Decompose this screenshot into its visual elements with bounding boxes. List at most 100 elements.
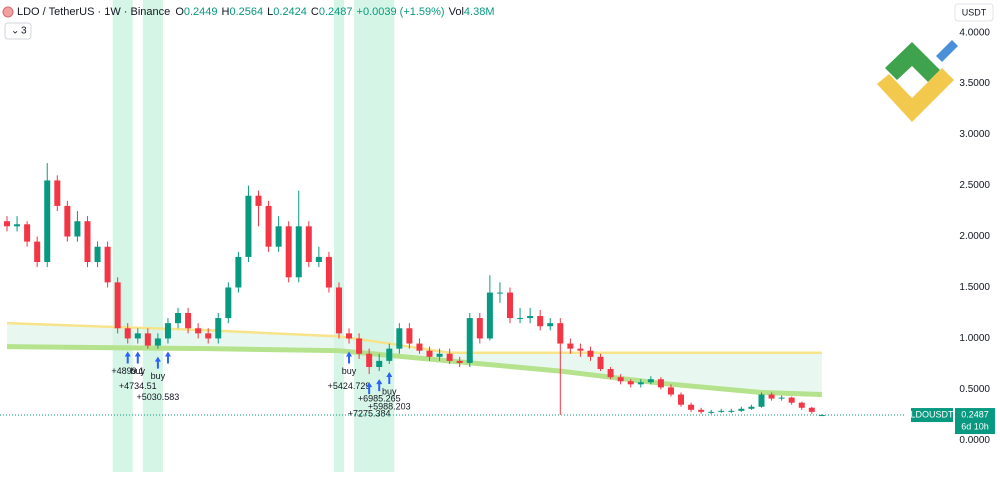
candle-body — [315, 256, 322, 262]
candle-body — [64, 205, 71, 237]
signal-amount: +6985.265 — [358, 393, 401, 403]
candle-body — [456, 360, 463, 363]
signal-amount: +5030.583 — [137, 392, 180, 402]
currency: USDT — [962, 7, 987, 17]
candle-body — [134, 333, 141, 339]
candle-body — [366, 353, 373, 367]
indicator-count: 3 — [21, 26, 27, 37]
overlay-line — [6, 344, 822, 398]
overlay-line — [6, 321, 822, 354]
ohlc-key: O — [175, 6, 184, 18]
candle-body — [698, 409, 705, 412]
candle-body — [114, 282, 121, 329]
candle-body — [416, 343, 423, 351]
candle-body — [4, 221, 10, 227]
candle-body — [657, 379, 664, 388]
price-box — [955, 408, 995, 435]
candle-body — [325, 256, 332, 288]
candle-body — [486, 292, 493, 339]
buy-arrow — [366, 382, 373, 395]
currency-button[interactable] — [954, 3, 994, 22]
candle-body — [235, 256, 242, 288]
ticker-box — [911, 408, 953, 423]
candle-body — [406, 328, 413, 344]
candle-body — [667, 387, 674, 395]
candle-body — [808, 407, 815, 412]
candles — [4, 163, 825, 417]
candle-body — [386, 348, 393, 361]
candle-body — [436, 353, 443, 357]
candle-body — [14, 224, 21, 227]
y-tick-label: 3.0000 — [959, 129, 990, 140]
candle-body — [647, 379, 654, 383]
y-tick-label: 4.0000 — [959, 27, 990, 38]
candle-body — [788, 397, 795, 403]
candle-body — [255, 195, 262, 206]
signal-label: buy — [382, 386, 397, 396]
candle-body — [305, 226, 312, 262]
buy-arrow — [376, 379, 383, 392]
signal-label: buy — [131, 366, 146, 376]
candle-body — [396, 328, 403, 349]
candle-body — [476, 318, 483, 339]
candle-body — [496, 292, 503, 294]
symbol: LDO / TetherUS · 1W · Binance — [17, 6, 170, 18]
candle-body — [144, 333, 151, 346]
candle-body — [245, 195, 252, 257]
ohlc-value: 0.2487 — [319, 6, 353, 18]
highlight-zone — [142, 0, 163, 472]
candle-body — [84, 221, 91, 262]
candle-body — [607, 369, 614, 378]
candle-body — [597, 356, 604, 370]
logo-blue — [936, 40, 958, 62]
ohlc-value: 0.2424 — [273, 6, 307, 18]
last-price: 0.2487 — [961, 409, 989, 419]
candle-body — [748, 406, 755, 409]
logo-green — [885, 42, 940, 82]
buy-arrow — [346, 351, 353, 364]
ohlc-key: H — [222, 6, 230, 18]
indicator-toggle[interactable] — [4, 22, 32, 40]
candle-body — [225, 287, 232, 319]
highlight-zone — [112, 0, 133, 472]
candle-body — [205, 333, 212, 339]
candle-body — [346, 333, 353, 339]
candle-body — [335, 287, 342, 334]
signals: +4899.1buy+4734.51buy+5030.583buy+5424.7… — [111, 351, 411, 419]
candle-body — [577, 348, 584, 351]
ohlc-value: 0.2564 — [229, 6, 263, 18]
ticker-label: LDOUSDT — [910, 409, 954, 419]
symbol-icon — [2, 6, 14, 18]
volume: 4.38M — [464, 6, 495, 18]
candle-body — [104, 246, 111, 283]
overlays — [6, 321, 822, 398]
candle-body — [798, 402, 805, 408]
signal-amount: +4899.1 — [111, 366, 144, 376]
chevron: ⌄ — [11, 26, 19, 37]
candle-body — [567, 343, 574, 349]
signal-amount: +5424.729 — [328, 381, 371, 391]
buy-arrow — [154, 356, 161, 369]
candle-body — [24, 224, 31, 242]
candle-body — [175, 312, 182, 324]
signal-label: buy — [151, 371, 166, 381]
candle-body — [617, 377, 624, 382]
y-tick-label: 2.5000 — [959, 180, 990, 191]
candle-body — [215, 318, 222, 339]
candle-body — [527, 316, 534, 319]
candle-body — [426, 350, 433, 357]
candle-body — [728, 410, 735, 412]
candle-body — [195, 328, 202, 334]
candle-body — [124, 328, 131, 339]
candle-body — [818, 415, 825, 417]
candle-body — [154, 338, 161, 346]
y-tick-label: 1.0000 — [959, 333, 990, 344]
highlight-zone — [333, 0, 345, 472]
buy-arrow — [134, 351, 141, 364]
candle-body — [356, 338, 363, 354]
candle-body — [507, 292, 513, 319]
candle-body — [376, 360, 383, 367]
candle-body — [587, 350, 594, 357]
candle-body — [678, 394, 685, 405]
